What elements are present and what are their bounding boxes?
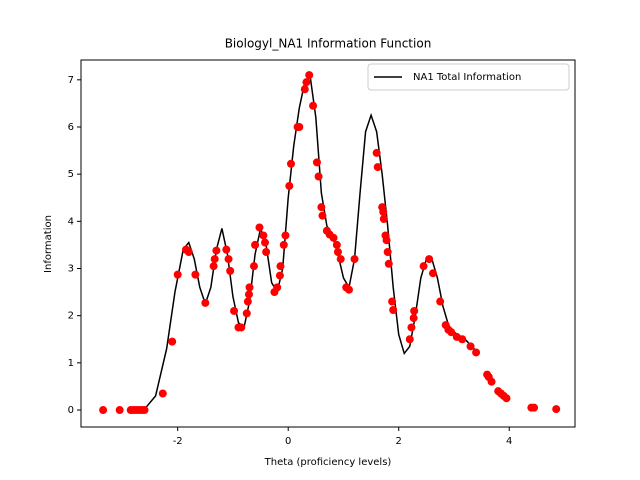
data-point bbox=[502, 394, 511, 403]
data-point bbox=[458, 335, 467, 344]
data-point bbox=[379, 207, 388, 216]
data-point bbox=[389, 306, 398, 315]
data-point bbox=[309, 101, 318, 110]
y-tick-label: 5 bbox=[68, 169, 74, 180]
y-tick-label: 2 bbox=[68, 311, 74, 322]
data-point bbox=[436, 297, 445, 306]
data-point bbox=[168, 337, 177, 346]
data-point bbox=[382, 236, 391, 245]
data-point bbox=[286, 159, 295, 168]
data-point bbox=[388, 297, 397, 306]
data-point bbox=[224, 255, 233, 264]
data-point bbox=[300, 85, 309, 94]
data-point bbox=[379, 214, 388, 223]
data-point bbox=[314, 172, 323, 181]
data-point bbox=[285, 181, 294, 190]
x-axis-label: Theta (proficiency levels) bbox=[264, 457, 392, 468]
y-tick-label: 7 bbox=[68, 75, 74, 86]
data-point bbox=[230, 306, 239, 315]
data-point bbox=[332, 240, 341, 249]
data-point bbox=[279, 240, 288, 249]
data-point bbox=[243, 297, 252, 306]
data-point bbox=[255, 223, 264, 232]
data-point bbox=[447, 328, 456, 337]
x-tick-label: 4 bbox=[506, 436, 512, 447]
data-point bbox=[140, 406, 149, 415]
data-point bbox=[275, 271, 284, 280]
data-point bbox=[262, 247, 271, 256]
legend-label: NA1 Total Information bbox=[413, 72, 521, 83]
data-point bbox=[336, 255, 345, 264]
data-point bbox=[259, 231, 268, 240]
data-point bbox=[273, 283, 282, 292]
data-point bbox=[425, 255, 434, 264]
data-point bbox=[158, 389, 167, 398]
y-tick-label: 1 bbox=[68, 358, 74, 369]
y-tick-label: 6 bbox=[68, 122, 74, 133]
data-point bbox=[261, 238, 270, 247]
y-tick-label: 3 bbox=[68, 264, 74, 275]
data-point bbox=[209, 262, 218, 271]
data-point bbox=[244, 290, 253, 299]
data-point bbox=[295, 122, 304, 131]
x-tick-label: 2 bbox=[396, 436, 402, 447]
x-tick-label: -2 bbox=[173, 436, 183, 447]
data-point bbox=[333, 247, 342, 256]
data-point bbox=[312, 158, 321, 167]
data-point bbox=[317, 203, 326, 212]
data-point bbox=[372, 148, 381, 157]
data-point bbox=[373, 163, 382, 172]
data-point bbox=[466, 342, 475, 351]
data-point bbox=[302, 78, 311, 87]
data-point bbox=[237, 323, 246, 332]
data-point bbox=[184, 247, 193, 256]
data-point bbox=[530, 403, 539, 412]
data-point bbox=[276, 262, 285, 271]
data-point bbox=[222, 245, 231, 254]
data-point bbox=[428, 269, 437, 278]
y-tick-label: 0 bbox=[68, 405, 74, 416]
data-point bbox=[405, 335, 414, 344]
data-point bbox=[210, 255, 219, 264]
data-point bbox=[249, 262, 258, 271]
data-point bbox=[472, 348, 481, 357]
y-tick-label: 4 bbox=[68, 216, 74, 227]
data-point bbox=[344, 285, 353, 294]
data-point bbox=[318, 211, 327, 220]
x-tick-label: 0 bbox=[285, 436, 291, 447]
data-point bbox=[191, 270, 200, 279]
legend-box bbox=[367, 63, 570, 91]
data-point bbox=[281, 231, 290, 240]
data-point bbox=[242, 309, 251, 318]
data-point bbox=[407, 323, 416, 332]
data-point bbox=[350, 255, 359, 264]
data-point bbox=[115, 406, 124, 415]
data-point bbox=[251, 240, 260, 249]
data-point bbox=[99, 406, 108, 415]
data-point bbox=[173, 270, 182, 279]
data-point bbox=[305, 71, 314, 80]
data-point bbox=[212, 246, 221, 255]
chart-title: Biologyl_NA1 Information Function bbox=[225, 37, 432, 51]
data-point bbox=[487, 377, 496, 386]
axes-frame bbox=[80, 59, 576, 428]
y-axis-label: Information bbox=[43, 215, 54, 273]
data-point bbox=[410, 306, 419, 315]
data-point bbox=[552, 405, 561, 414]
data-point bbox=[245, 283, 254, 292]
data-point bbox=[409, 314, 418, 323]
data-point bbox=[384, 259, 393, 268]
data-point bbox=[226, 266, 235, 275]
data-point bbox=[419, 262, 428, 271]
data-point bbox=[201, 298, 210, 307]
data-point bbox=[329, 233, 338, 242]
data-point bbox=[383, 247, 392, 256]
